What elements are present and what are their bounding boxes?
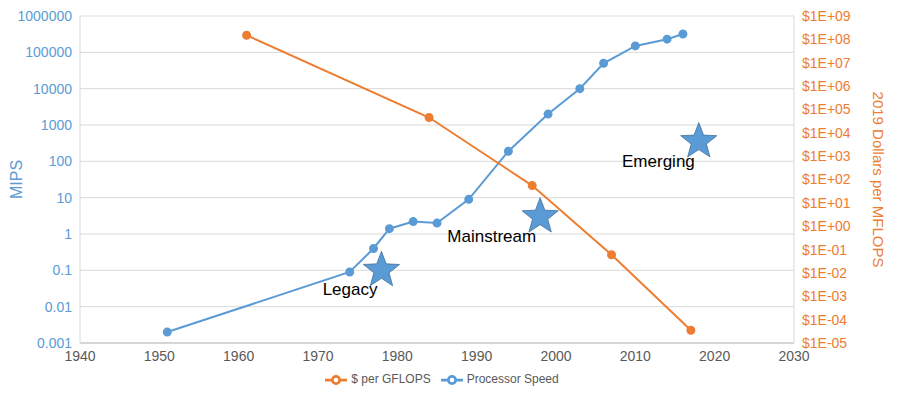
svg-text:$1E+03: $1E+03	[802, 148, 851, 164]
svg-text:2010: 2010	[620, 348, 651, 364]
svg-text:1990: 1990	[461, 348, 492, 364]
svg-text:$1E-04: $1E-04	[802, 312, 847, 328]
svg-text:1000: 1000	[41, 117, 72, 133]
svg-text:2000: 2000	[540, 348, 571, 364]
svg-text:10: 10	[56, 190, 72, 206]
svg-text:100: 100	[49, 153, 73, 169]
svg-text:2030: 2030	[778, 347, 810, 364]
svg-text:1950: 1950	[144, 348, 175, 364]
svg-text:100000: 100000	[25, 44, 72, 60]
svg-text:Mainstream: Mainstream	[447, 227, 536, 246]
svg-text:2019 Dollars per MFLOPS: 2019 Dollars per MFLOPS	[870, 92, 887, 268]
svg-text:0.1: 0.1	[53, 262, 73, 278]
svg-text:10000: 10000	[33, 81, 72, 97]
svg-text:1980: 1980	[382, 348, 413, 364]
svg-text:1960: 1960	[223, 348, 254, 364]
svg-text:$1E-02: $1E-02	[802, 265, 847, 281]
svg-text:0.01: 0.01	[45, 299, 72, 315]
svg-text:Legacy: Legacy	[323, 280, 378, 299]
svg-text:1000000: 1000000	[17, 8, 72, 24]
svg-text:$1E+01: $1E+01	[802, 195, 851, 211]
svg-text:MIPS: MIPS	[8, 160, 25, 199]
svg-text:$1E+08: $1E+08	[802, 31, 851, 47]
svg-text:1970: 1970	[302, 348, 333, 364]
svg-text:$1E+00: $1E+00	[802, 218, 851, 234]
svg-text:$1E+04: $1E+04	[802, 125, 851, 141]
svg-text:2020: 2020	[699, 348, 730, 364]
svg-text:$1E+05: $1E+05	[802, 101, 851, 117]
svg-text:$1E+09: $1E+09	[802, 8, 851, 24]
html-text:Processor Speed: Processor Speed	[466, 372, 559, 387]
svg-text:$1E+07: $1E+07	[802, 55, 851, 71]
svg-text:1940: 1940	[64, 347, 96, 364]
html-text:$ per GFLOPS: $ per GFLOPS	[351, 372, 431, 387]
svg-text:0.001: 0.001	[37, 335, 72, 351]
svg-text:$1E-01: $1E-01	[802, 242, 847, 258]
svg-text:$1E-03: $1E-03	[802, 288, 847, 304]
svg-text:$1E+02: $1E+02	[802, 171, 851, 187]
svg-text:$1E+06: $1E+06	[802, 78, 851, 94]
svg-text:Emerging: Emerging	[622, 152, 695, 171]
svg-text:1: 1	[64, 226, 72, 242]
svg-text:$1E-05: $1E-05	[802, 335, 847, 351]
